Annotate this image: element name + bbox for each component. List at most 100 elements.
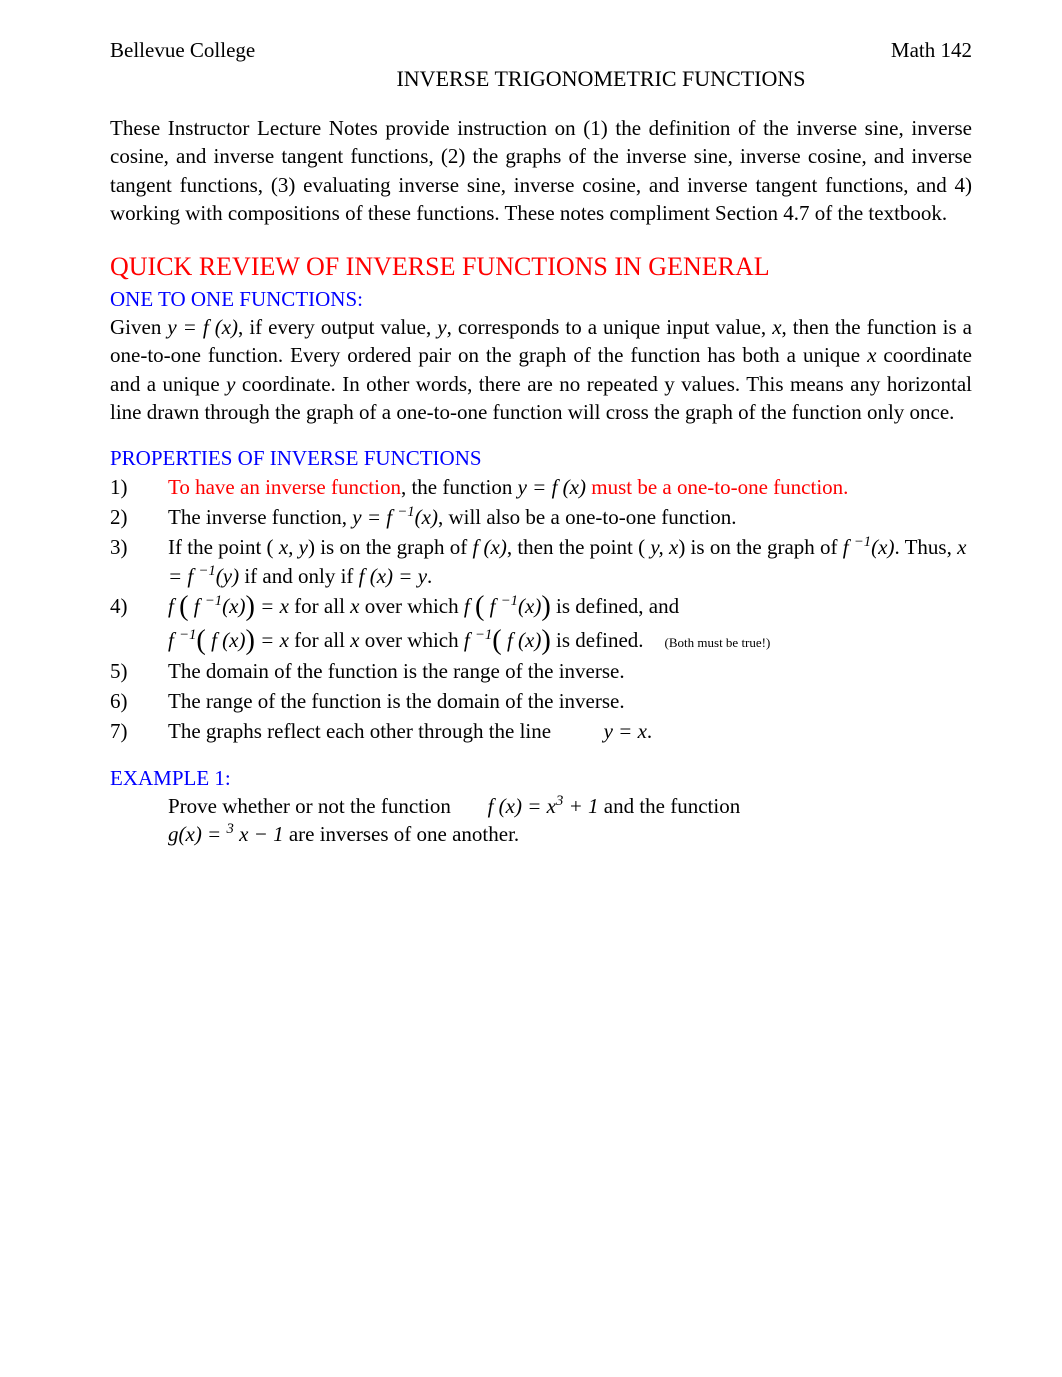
item-number: 5) [110,657,168,685]
math-expr: g(x) = [168,822,226,846]
math-f: f [464,594,475,618]
item-number: 1) [110,473,168,501]
big-rparen: ) [245,625,254,656]
math-f: f [168,628,179,652]
math-expr: f (x) [472,535,506,559]
subheading-one-to-one: ONE TO ONE FUNCTIONS: [110,285,972,313]
text: is defined, and [551,594,679,618]
text: , the function [401,475,518,499]
big-rparen: ) [541,591,550,622]
text: are inverses of one another. [284,822,520,846]
item-body: The inverse function, y = f −1(x), will … [168,503,972,531]
text: , then the point ( [507,535,650,559]
text: is defined. [551,628,644,652]
one-to-one-paragraph: Given y = f (x), if every output value, … [110,313,972,426]
math-superscript: −1 [179,627,196,643]
item-number: 4) [110,592,168,655]
text: . [647,719,652,743]
text: The inverse function, [168,505,352,529]
note-small: (Both must be true!) [665,635,771,650]
item-body: The range of the function is the domain … [168,687,972,715]
text: ) is on the graph of [678,535,842,559]
text-red: To have an inverse function [168,475,401,499]
section-heading-quick-review: QUICK REVIEW OF INVERSE FUNCTIONS IN GEN… [110,249,972,284]
subheading-properties: PROPERTIES OF INVERSE FUNCTIONS [110,444,972,472]
math-paren: (x) [222,594,245,618]
item-number: 6) [110,687,168,715]
big-lparen: ( [492,625,501,656]
page: Bellevue College Math 142 INVERSE TRIGON… [0,0,1062,889]
list-item-4: 4) f ( f −1(x)) = x for all x over which… [110,592,972,655]
item-number: 3) [110,533,168,590]
item-number: 7) [110,717,168,745]
big-lparen: ( [475,591,484,622]
intro-paragraph: These Instructor Lecture Notes provide i… [110,114,972,227]
text-red: must be a one-to-one function. [586,475,848,499]
item-body: The domain of the function is the range … [168,657,972,685]
text: If the point ( [168,535,279,559]
big-lparen: ( [179,591,188,622]
math-superscript: −1 [854,534,871,550]
list-item-1: 1) To have an inverse function, the func… [110,473,972,501]
math-expr: x, y [279,535,308,559]
math-expr: + 1 [563,794,598,818]
math-eq: = x [255,594,289,618]
header-right: Math 142 [891,36,972,64]
text: ) is on the graph of [308,535,472,559]
math-expr: y = f (x) [167,315,238,339]
big-rparen: ) [541,625,550,656]
text: over which [359,594,463,618]
math-expr: f [843,535,854,559]
text: , if every output value, [238,315,437,339]
math-expr: y, x [650,535,678,559]
text: Prove whether or not the function [168,794,456,818]
math-f: f [484,594,500,618]
math-expr: f (x) = y [359,564,427,588]
text: Given [110,315,167,339]
math-cube-root-index: 3 [226,821,233,837]
text: The graphs reflect each other through th… [168,719,556,743]
math-var-x: x [867,343,876,367]
math-expr: y = f (x) [518,475,586,499]
big-rparen: ) [245,591,254,622]
text: coordinate. In other words, there are no… [110,372,972,424]
math-superscript: −1 [199,563,216,579]
example-line-1: Prove whether or not the function f (x) … [110,792,972,820]
math-f: f [189,594,205,618]
item-body: f ( f −1(x)) = x for all x over which f … [168,592,972,655]
text: , will also be a one-to-one function. [438,505,737,529]
math-superscript: −1 [475,627,492,643]
text: . [427,564,432,588]
text: for all [289,628,350,652]
math-fx: f (x) [502,628,542,652]
math-f: f [168,594,179,618]
item-body: To have an inverse function, the functio… [168,473,972,501]
item-body: If the point ( x, y) is on the graph of … [168,533,972,590]
math-paren: (x) [518,594,541,618]
math-expr: x − 1 [234,822,284,846]
example-line-2: g(x) = 3 x − 1 are inverses of one anoth… [110,820,972,848]
list-item-3: 3) If the point ( x, y) is on the graph … [110,533,972,590]
math-expr: y = x [598,719,647,743]
text: . Thus, [894,535,957,559]
text: and the function [599,794,741,818]
math-expr: y = f [352,505,397,529]
list-item-2: 2) The inverse function, y = f −1(x), wi… [110,503,972,531]
math-eq: = x [255,628,289,652]
math-paren: (x) [415,505,438,529]
doc-title: INVERSE TRIGONOMETRIC FUNCTIONS [110,64,972,94]
math-fx: f (x) [206,628,246,652]
math-expr: f (x) = x [488,794,556,818]
text: for all [289,594,350,618]
page-header: Bellevue College Math 142 [110,36,972,64]
big-lparen: ( [196,625,205,656]
math-superscript: −1 [397,504,414,520]
math-var-y: y [437,315,446,339]
math-paren: (y) [216,564,239,588]
text: if and only if [239,564,359,588]
example-heading: EXAMPLE 1: [110,764,972,792]
math-superscript: −1 [205,593,222,609]
header-left: Bellevue College [110,36,255,64]
math-paren: (x) [871,535,894,559]
item-number: 2) [110,503,168,531]
